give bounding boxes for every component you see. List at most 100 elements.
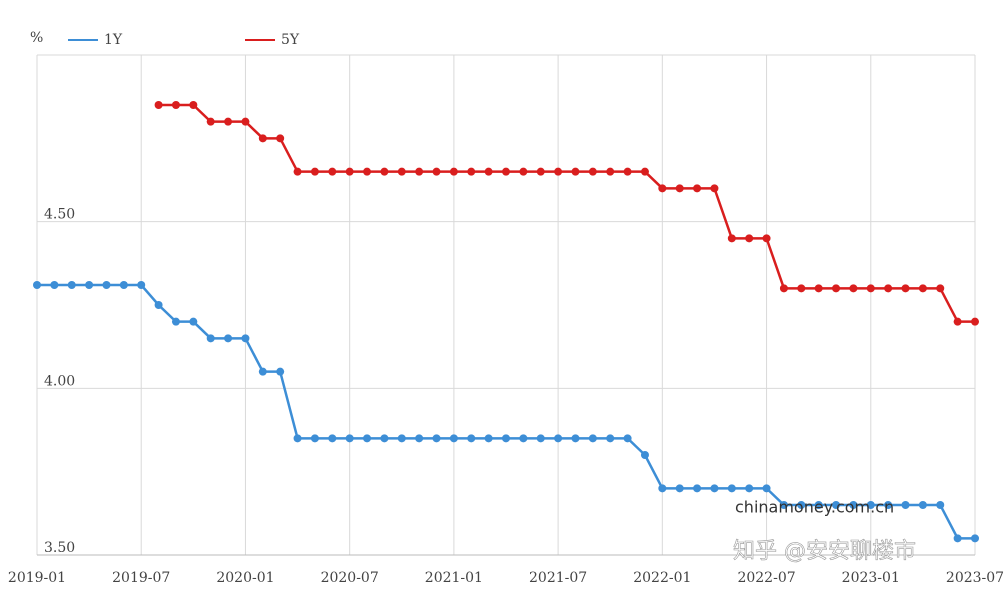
data-point [484, 167, 493, 176]
data-point [363, 167, 372, 176]
data-point [866, 284, 875, 293]
data-point [171, 317, 180, 326]
data-point [623, 434, 632, 443]
data-point [189, 101, 198, 109]
data-point [519, 434, 528, 443]
data-point [571, 167, 580, 176]
x-tick-label: 2022-01 [633, 570, 691, 586]
data-point [693, 184, 702, 193]
data-point [832, 501, 841, 509]
data-point [901, 284, 910, 293]
y-tick-label: 4.50 [44, 207, 75, 223]
data-point [953, 534, 962, 543]
data-point [606, 167, 615, 176]
data-point [779, 501, 788, 509]
data-point [502, 434, 510, 443]
data-point [953, 317, 962, 326]
y-unit: % [30, 30, 43, 46]
data-point [588, 167, 597, 176]
data-point [363, 434, 372, 443]
data-point [241, 334, 250, 343]
data-point [380, 434, 389, 443]
data-point [206, 117, 215, 126]
data-point [693, 484, 702, 493]
data-point [137, 281, 146, 289]
data-point [432, 167, 441, 176]
x-tick-label: 2023-01 [842, 570, 900, 586]
data-point [849, 501, 858, 509]
data-point [606, 434, 615, 443]
data-point [154, 101, 163, 109]
data-point [814, 284, 823, 293]
data-point [33, 281, 41, 289]
x-tick-label: 2023-07 [946, 570, 1004, 586]
data-point [502, 167, 510, 176]
data-point [189, 317, 198, 326]
data-point [241, 117, 250, 126]
data-point [536, 434, 545, 443]
data-point [154, 301, 163, 309]
data-point [936, 501, 945, 509]
data-point [119, 281, 128, 289]
data-point [797, 501, 806, 509]
data-point [67, 281, 76, 289]
data-point [224, 117, 233, 126]
data-point [310, 434, 319, 443]
data-point [293, 434, 302, 443]
data-point [832, 284, 841, 293]
data-point [849, 284, 858, 293]
data-point [971, 534, 979, 543]
data-point [675, 484, 684, 493]
x-tick-label: 2019-07 [112, 570, 170, 586]
data-point [258, 134, 267, 143]
data-point [554, 434, 563, 443]
data-point [866, 501, 875, 509]
data-point [519, 167, 528, 176]
data-point [310, 167, 319, 176]
data-point [50, 281, 59, 289]
data-point [936, 284, 945, 293]
data-point [102, 281, 111, 289]
data-point [328, 434, 337, 443]
data-point [345, 167, 354, 176]
y-tick-label: 4.00 [44, 373, 75, 389]
legend-label: 5Y [281, 32, 300, 48]
data-point [449, 167, 458, 176]
data-point [918, 284, 927, 293]
data-point [224, 334, 233, 343]
data-point [658, 184, 667, 193]
source-annotation: chinamoney.com.cn [735, 498, 894, 517]
x-tick-label: 2020-07 [321, 570, 379, 586]
data-point [745, 484, 754, 493]
data-point [918, 501, 927, 509]
data-point [640, 167, 649, 176]
x-tick-label: 2020-01 [216, 570, 274, 586]
data-point [762, 484, 771, 493]
x-tick-label: 2022-07 [737, 570, 795, 586]
data-point [484, 434, 493, 443]
data-point [710, 184, 719, 193]
data-point [640, 451, 649, 459]
data-point [467, 434, 476, 443]
data-point [85, 281, 94, 289]
data-point [762, 234, 771, 243]
data-point [971, 317, 979, 326]
data-point [328, 167, 337, 176]
data-point [710, 484, 719, 493]
data-point [345, 434, 354, 443]
data-point [588, 434, 597, 443]
data-point [258, 367, 267, 376]
data-point [467, 167, 476, 176]
data-point [779, 284, 788, 293]
watermark: 知乎 @安安聊楼市 [733, 539, 916, 564]
data-point [171, 101, 180, 109]
data-point [276, 134, 285, 143]
data-point [415, 167, 424, 176]
x-tick-label: 2021-07 [529, 570, 587, 586]
x-tick-label: 2019-01 [8, 570, 66, 586]
data-point [814, 501, 823, 509]
legend-label: 1Y [104, 32, 123, 48]
data-point [206, 334, 215, 343]
y-tick-label: 3.50 [44, 540, 75, 556]
